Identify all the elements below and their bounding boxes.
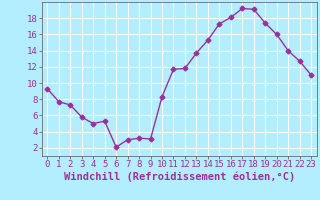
X-axis label: Windchill (Refroidissement éolien,°C): Windchill (Refroidissement éolien,°C) bbox=[64, 172, 295, 182]
